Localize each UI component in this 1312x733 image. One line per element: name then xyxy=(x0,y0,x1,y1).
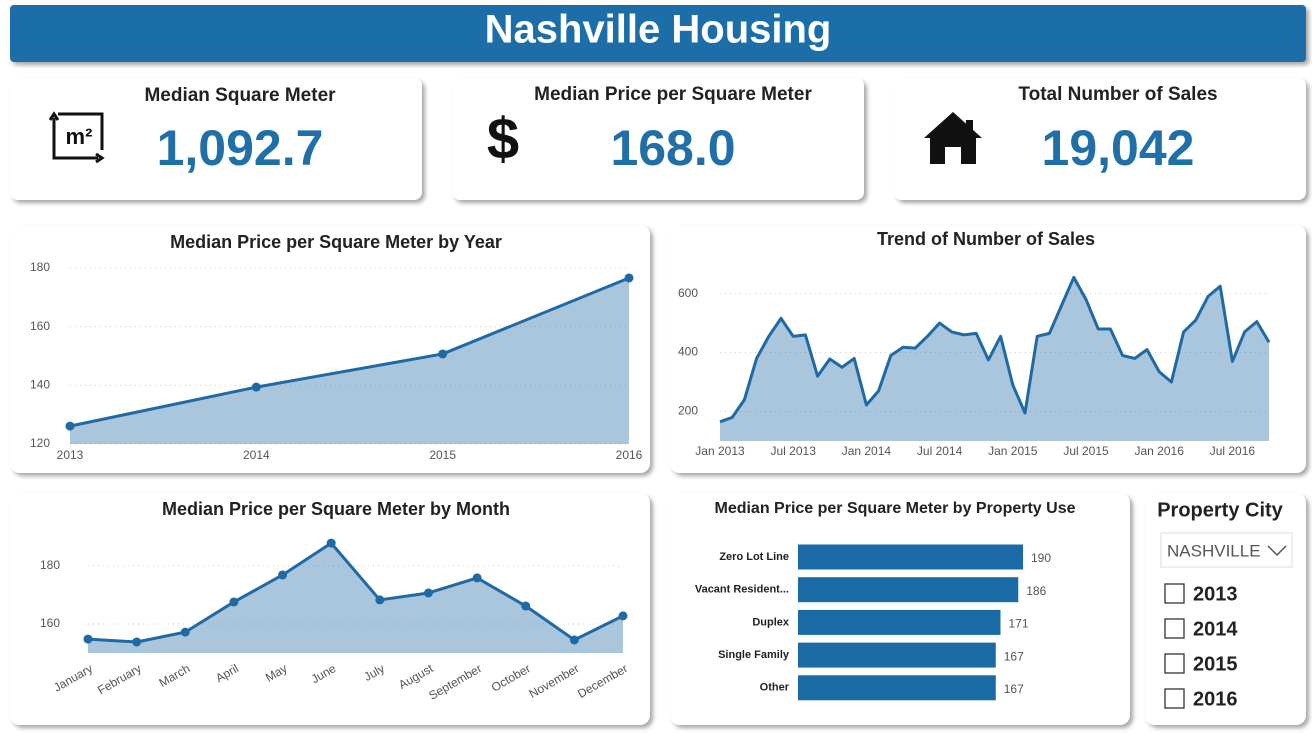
value-label: 186 xyxy=(1026,584,1046,598)
category-label: Zero Lot Line xyxy=(719,551,789,563)
line xyxy=(69,276,630,428)
chart-title: Median Price per Square Meter by Year xyxy=(170,232,502,252)
checkbox-label[interactable]: 2016 xyxy=(1193,688,1238,710)
panel xyxy=(10,493,650,725)
checkbox-label[interactable]: 2014 xyxy=(1193,618,1238,640)
y-tick-label: 200 xyxy=(678,404,698,418)
y-tick-label: 180 xyxy=(40,558,60,572)
card-value: 1,092.7 xyxy=(157,120,324,176)
value-label: 190 xyxy=(1031,551,1051,565)
point xyxy=(569,635,579,645)
area-icon-text: m² xyxy=(66,124,93,149)
bar xyxy=(798,544,1023,570)
y-tick-label: 160 xyxy=(40,616,60,630)
card xyxy=(894,78,1306,200)
card-value: 168.0 xyxy=(610,120,735,176)
bar xyxy=(798,577,1019,603)
checkbox[interactable] xyxy=(1164,653,1185,674)
category-label: Duplex xyxy=(752,616,790,628)
x-tick-label: Jan 2013 xyxy=(695,444,745,458)
checkbox[interactable] xyxy=(1164,583,1185,604)
point xyxy=(624,273,634,283)
header-bar xyxy=(10,5,1306,62)
card xyxy=(452,78,864,200)
x-tick-label: Jul 2015 xyxy=(1063,444,1109,458)
card-label: Total Number of Sales xyxy=(1018,84,1217,105)
value-label: 171 xyxy=(1009,617,1029,631)
area-icon xyxy=(48,111,105,164)
panel xyxy=(10,225,650,473)
point xyxy=(83,634,93,644)
y-tick-label: 180 xyxy=(30,260,50,274)
card-label: Median Square Meter xyxy=(144,85,336,106)
area xyxy=(720,277,1269,441)
point xyxy=(438,349,448,359)
checkbox-label[interactable]: 2015 xyxy=(1193,653,1238,675)
y-tick-label: 400 xyxy=(678,345,698,359)
dollar-icon: $ xyxy=(487,106,519,171)
panel xyxy=(670,225,1306,473)
y-tick-label: 120 xyxy=(30,436,50,450)
point xyxy=(375,595,385,605)
category-label: Vacant Resident... xyxy=(695,584,789,596)
point xyxy=(326,538,336,548)
checkbox[interactable] xyxy=(1164,688,1185,709)
point xyxy=(278,570,288,580)
line xyxy=(719,275,1271,424)
x-tick-label: Jan 2016 xyxy=(1135,444,1185,458)
category-label: Other xyxy=(760,682,790,694)
dropdown[interactable] xyxy=(1160,532,1293,568)
bar xyxy=(798,642,996,668)
y-tick-label: 140 xyxy=(30,378,50,392)
card xyxy=(10,78,422,200)
x-tick-label: 2016 xyxy=(616,448,643,462)
card-value: 19,042 xyxy=(1042,120,1195,176)
chart-title: Median Price per Square Meter by Month xyxy=(162,499,510,519)
cards: Median Square Meter 1,092.7 m² Median Pr… xyxy=(10,78,1306,200)
line xyxy=(87,541,624,644)
point xyxy=(65,421,75,431)
x-tick-label: 2015 xyxy=(429,448,456,462)
y-tick-label: 160 xyxy=(30,319,50,333)
house-icon xyxy=(924,112,982,164)
x-tick-label: Jul 2016 xyxy=(1210,444,1256,458)
area xyxy=(88,543,623,653)
x-tick-label: Jul 2013 xyxy=(771,444,817,458)
value-label: 167 xyxy=(1004,649,1024,663)
area xyxy=(70,277,629,444)
point xyxy=(180,627,190,637)
x-tick-label: Jan 2015 xyxy=(988,444,1038,458)
x-tick-label: 2014 xyxy=(243,448,270,462)
point xyxy=(229,597,239,607)
x-tick-label: Jul 2014 xyxy=(917,444,963,458)
point xyxy=(521,601,531,611)
checkbox-label[interactable]: 2013 xyxy=(1193,583,1238,605)
card-label: Median Price per Square Meter xyxy=(534,84,812,105)
point xyxy=(251,382,261,392)
y-tick-label: 600 xyxy=(678,286,698,300)
page-title: Nashville Housing xyxy=(485,8,832,52)
bar xyxy=(798,609,1001,635)
point xyxy=(618,611,628,621)
category-label: Single Family xyxy=(718,649,790,661)
slicer-title: Property City xyxy=(1157,499,1283,521)
point xyxy=(423,588,433,598)
chart-title: Trend of Number of Sales xyxy=(877,229,1095,249)
point xyxy=(472,573,482,583)
value-label: 167 xyxy=(1004,682,1024,696)
x-tick-label: 2013 xyxy=(57,448,84,462)
bar xyxy=(798,675,996,701)
chevron[interactable] xyxy=(1267,545,1287,557)
point xyxy=(132,637,142,647)
x-tick-label: Jan 2014 xyxy=(842,444,892,458)
chart-title: Median Price per Square Meter by Propert… xyxy=(714,500,1075,517)
dropdown-value[interactable]: NASHVILLE xyxy=(1167,541,1261,560)
checkbox[interactable] xyxy=(1164,618,1185,639)
